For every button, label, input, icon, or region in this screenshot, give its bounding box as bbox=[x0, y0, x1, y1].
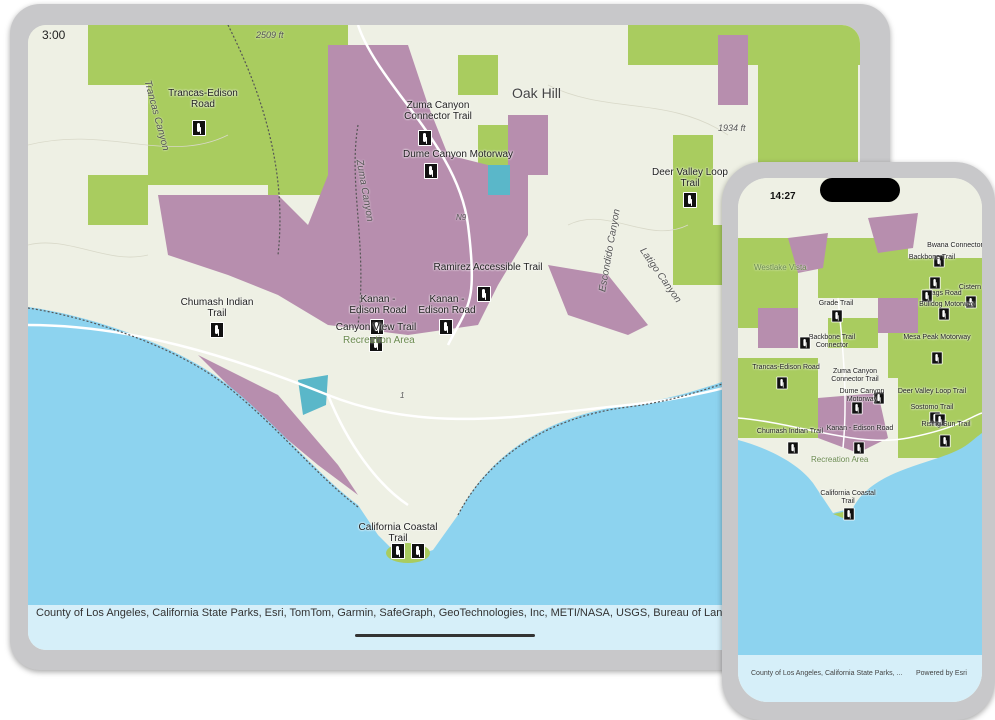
trail-icon[interactable] bbox=[424, 163, 438, 179]
trail-label: Trancas-Edison Road bbox=[752, 364, 820, 371]
trail-label: Dume Canyon Motorway bbox=[839, 388, 885, 403]
trail-label: Backbone Trail Connector bbox=[808, 334, 856, 349]
trail-icon[interactable] bbox=[391, 543, 405, 559]
status-time: 3:00 bbox=[42, 28, 66, 42]
attribution-bar: County of Los Angeles, California State … bbox=[28, 605, 860, 650]
trail-icon[interactable] bbox=[418, 130, 432, 146]
trail-icon[interactable] bbox=[934, 413, 946, 427]
tablet-map bbox=[28, 25, 860, 650]
trail-label: Chumash Indian Trail bbox=[180, 297, 254, 319]
trail-icon[interactable] bbox=[477, 286, 491, 302]
trail-icon[interactable] bbox=[411, 543, 425, 559]
trail-label: Sostomo Trail bbox=[910, 404, 954, 411]
trail-icon[interactable] bbox=[776, 376, 788, 390]
trail-label: Deer Valley Loop Trail bbox=[652, 167, 728, 189]
home-indicator bbox=[355, 634, 535, 637]
trail-icon[interactable] bbox=[938, 307, 950, 321]
map-label: 1 bbox=[400, 391, 405, 400]
trail-label: Zuma Canyon Connector Trail bbox=[404, 100, 472, 122]
trail-icon[interactable] bbox=[873, 391, 885, 405]
trail-icon[interactable] bbox=[853, 441, 865, 455]
trail-label: California Coastal Trail bbox=[820, 490, 876, 505]
trail-label: Backbone Trail bbox=[908, 254, 956, 261]
trail-icon[interactable] bbox=[439, 319, 453, 335]
map-label: N9 bbox=[456, 213, 467, 222]
trail-label: Crags Road bbox=[924, 290, 962, 297]
trail-icon[interactable] bbox=[843, 507, 855, 521]
trail-icon[interactable] bbox=[683, 192, 697, 208]
trail-label: Bulldog Motorway bbox=[919, 301, 975, 308]
trail-label: Cistern bbox=[958, 284, 982, 291]
trail-label: Dume Canyon Motorway bbox=[402, 149, 514, 160]
trail-label: Bwana Connector bbox=[927, 242, 982, 249]
trail-label: Rising Sun Trail bbox=[921, 421, 971, 428]
tablet-screen: Trancas-Edison Road Zuma Canyon Connector… bbox=[28, 25, 860, 650]
trail-icon[interactable] bbox=[210, 322, 224, 338]
trail-icon[interactable] bbox=[921, 289, 933, 303]
trail-icon[interactable] bbox=[965, 295, 977, 309]
trail-icon[interactable] bbox=[939, 434, 951, 448]
map-label: 2509 ft bbox=[256, 30, 284, 40]
trail-icon[interactable] bbox=[929, 276, 941, 290]
trail-icon[interactable] bbox=[931, 351, 943, 365]
trail-label: Mesa Peak Motorway bbox=[903, 334, 971, 341]
trail-label: Canyon View Trail bbox=[335, 322, 417, 333]
map-label: Recreation Area bbox=[811, 455, 869, 464]
trail-label: Zuma Canyon Connector Trail bbox=[831, 368, 879, 383]
trail-label: Chumash Indian Trail bbox=[756, 428, 824, 435]
trail-icon[interactable] bbox=[933, 254, 945, 268]
trail-label: Kanan - Edison Road bbox=[418, 294, 476, 316]
trail-icon[interactable] bbox=[369, 336, 383, 352]
phone-screen: Bwana Connector Backbone Trail Cistern Crag… bbox=[738, 178, 982, 702]
trail-label: Kanan - Edison Road bbox=[826, 425, 894, 432]
attribution: County of Los Angeles, California State … bbox=[36, 607, 824, 619]
trail-icon[interactable] bbox=[787, 441, 799, 455]
trail-icon[interactable] bbox=[799, 336, 811, 350]
trail-icon[interactable] bbox=[831, 309, 843, 323]
trail-label: Trancas-Edison Road bbox=[168, 88, 238, 110]
map-label: Westlake Vista bbox=[754, 263, 807, 272]
trail-label: Kanan - Edison Road bbox=[349, 294, 407, 316]
map-label: 1934 ft bbox=[718, 123, 746, 133]
trail-icon[interactable] bbox=[192, 120, 206, 136]
map-label: Oak Hill bbox=[512, 85, 562, 101]
trail-icon[interactable] bbox=[370, 319, 384, 335]
trail-label: Grade Trail bbox=[818, 300, 854, 307]
trail-label: California Coastal Trail bbox=[358, 522, 438, 544]
trail-label: Ramirez Accessible Trail bbox=[433, 262, 543, 273]
trail-icon[interactable] bbox=[851, 401, 863, 415]
status-time: 14:27 bbox=[770, 191, 796, 202]
powered-by[interactable]: Powered by Esri bbox=[916, 670, 967, 677]
attribution: County of Los Angeles, California State … bbox=[751, 670, 903, 677]
map-label: Recreation Area bbox=[343, 335, 415, 346]
trail-label: Deer Valley Loop Trail bbox=[897, 388, 967, 395]
